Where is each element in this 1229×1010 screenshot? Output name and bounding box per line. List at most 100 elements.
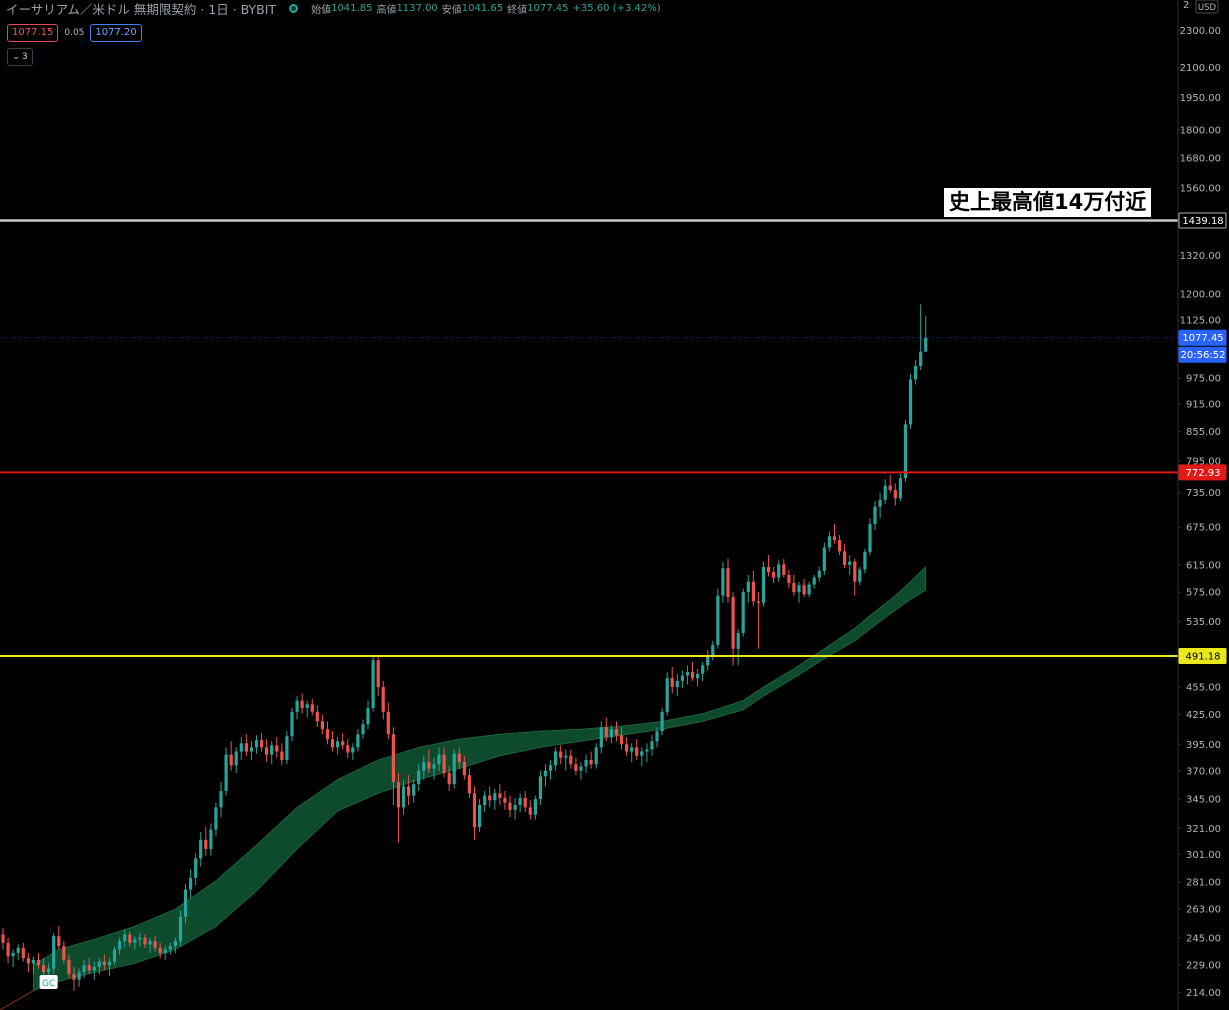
axis-tick-label: 1125.00 bbox=[1180, 316, 1221, 327]
open-value: 1041.85 bbox=[331, 3, 373, 14]
candle bbox=[873, 501, 877, 531]
candle bbox=[868, 518, 872, 556]
candle bbox=[741, 588, 745, 637]
candle-body bbox=[878, 499, 882, 507]
candle-body bbox=[675, 680, 679, 687]
sell-button[interactable]: 1077.15 bbox=[7, 24, 59, 42]
candle bbox=[265, 739, 269, 763]
candle-body bbox=[609, 729, 613, 738]
candle bbox=[452, 749, 456, 789]
candle-body bbox=[219, 791, 223, 808]
symbol-title[interactable]: イーサリアム／米ドル 無期限契約 · 1日 · BYBIT bbox=[6, 2, 277, 17]
axis-tick-label: 1200.00 bbox=[1180, 290, 1221, 301]
candle-body bbox=[300, 700, 304, 708]
candle-body bbox=[832, 536, 837, 540]
candle-body bbox=[239, 743, 243, 752]
axis-tick-label: 735.00 bbox=[1186, 488, 1221, 499]
axis-tick-label: 425.00 bbox=[1186, 710, 1221, 721]
indicators-collapse-button[interactable]: ⌄ 3 bbox=[7, 48, 33, 66]
candle-body bbox=[853, 561, 857, 582]
candle-body bbox=[112, 949, 117, 962]
candle bbox=[640, 747, 644, 767]
candle bbox=[802, 578, 806, 598]
candlestick-series bbox=[1, 304, 928, 991]
close-label: 終値 bbox=[507, 5, 528, 16]
candle bbox=[422, 755, 426, 780]
tag-support-box bbox=[1178, 647, 1227, 664]
candle-body bbox=[295, 700, 299, 712]
candle-body bbox=[503, 797, 507, 803]
candle bbox=[614, 721, 619, 742]
candle bbox=[219, 781, 223, 818]
candle-body bbox=[772, 572, 776, 578]
candle-body bbox=[158, 947, 162, 953]
candle-body bbox=[11, 952, 15, 957]
candle bbox=[204, 827, 208, 856]
candle-body bbox=[751, 581, 755, 602]
candle-body bbox=[574, 764, 578, 771]
candle-body bbox=[417, 770, 421, 785]
axis-tick-label: 2100.00 bbox=[1180, 63, 1221, 74]
candle bbox=[838, 535, 842, 556]
market-status-icon[interactable] bbox=[289, 4, 299, 13]
candle-body bbox=[741, 592, 745, 633]
candle-body bbox=[173, 941, 177, 947]
candle bbox=[239, 737, 243, 760]
candle-body bbox=[214, 807, 218, 830]
candle bbox=[128, 931, 132, 947]
candle bbox=[604, 717, 608, 742]
candle-body bbox=[249, 747, 253, 752]
candle-body bbox=[726, 568, 730, 598]
candle-body bbox=[549, 765, 553, 771]
candle-body bbox=[21, 947, 25, 959]
candle bbox=[472, 786, 477, 840]
horizontal-lines[interactable] bbox=[0, 219, 1178, 657]
candle bbox=[401, 779, 406, 815]
candle bbox=[564, 749, 568, 771]
candle bbox=[209, 823, 213, 856]
candle-body bbox=[361, 724, 365, 735]
candle bbox=[26, 952, 30, 973]
price-axis[interactable]: 2300.00 2100.00 1950.00 1800.00 1680.00 1560.… bbox=[1177, 0, 1221, 1010]
candle bbox=[229, 741, 233, 771]
candle-body bbox=[736, 632, 740, 649]
candle bbox=[645, 743, 649, 763]
candle bbox=[832, 524, 837, 544]
candle bbox=[797, 581, 801, 603]
candle bbox=[863, 548, 867, 574]
ma-band bbox=[33, 565, 927, 992]
gc-marker-label: GC bbox=[42, 979, 55, 989]
axis-tick-label: 245.00 bbox=[1186, 933, 1221, 944]
candle bbox=[690, 661, 695, 681]
axis-tick-label: 395.00 bbox=[1186, 740, 1221, 751]
candle-body bbox=[787, 574, 791, 584]
candle bbox=[721, 561, 725, 603]
candle-body bbox=[625, 744, 629, 752]
candle-body bbox=[275, 745, 279, 752]
candle bbox=[574, 757, 578, 776]
buy-button[interactable]: 1077.20 bbox=[90, 24, 142, 42]
axis-tick-label: 1320.00 bbox=[1180, 251, 1221, 262]
candle-body bbox=[660, 711, 664, 732]
candle bbox=[234, 747, 238, 773]
candle bbox=[488, 786, 492, 808]
candle-body bbox=[604, 727, 608, 738]
candle-body bbox=[47, 968, 51, 973]
high-value: 1137.00 bbox=[396, 3, 438, 14]
ath-annotation[interactable]: 史上最高値14万付近 bbox=[944, 188, 1152, 217]
candle-body bbox=[265, 747, 269, 755]
axis-tick-label: 575.00 bbox=[1186, 588, 1221, 599]
candle bbox=[356, 729, 360, 752]
candle-body bbox=[472, 793, 477, 828]
candle-body bbox=[148, 941, 152, 945]
candle-body bbox=[42, 965, 46, 973]
candle bbox=[523, 790, 527, 813]
candle bbox=[361, 719, 365, 740]
candle bbox=[706, 650, 710, 671]
candle bbox=[189, 869, 193, 899]
candle-body bbox=[168, 946, 172, 950]
candle-body bbox=[569, 755, 573, 765]
candle bbox=[270, 741, 274, 765]
